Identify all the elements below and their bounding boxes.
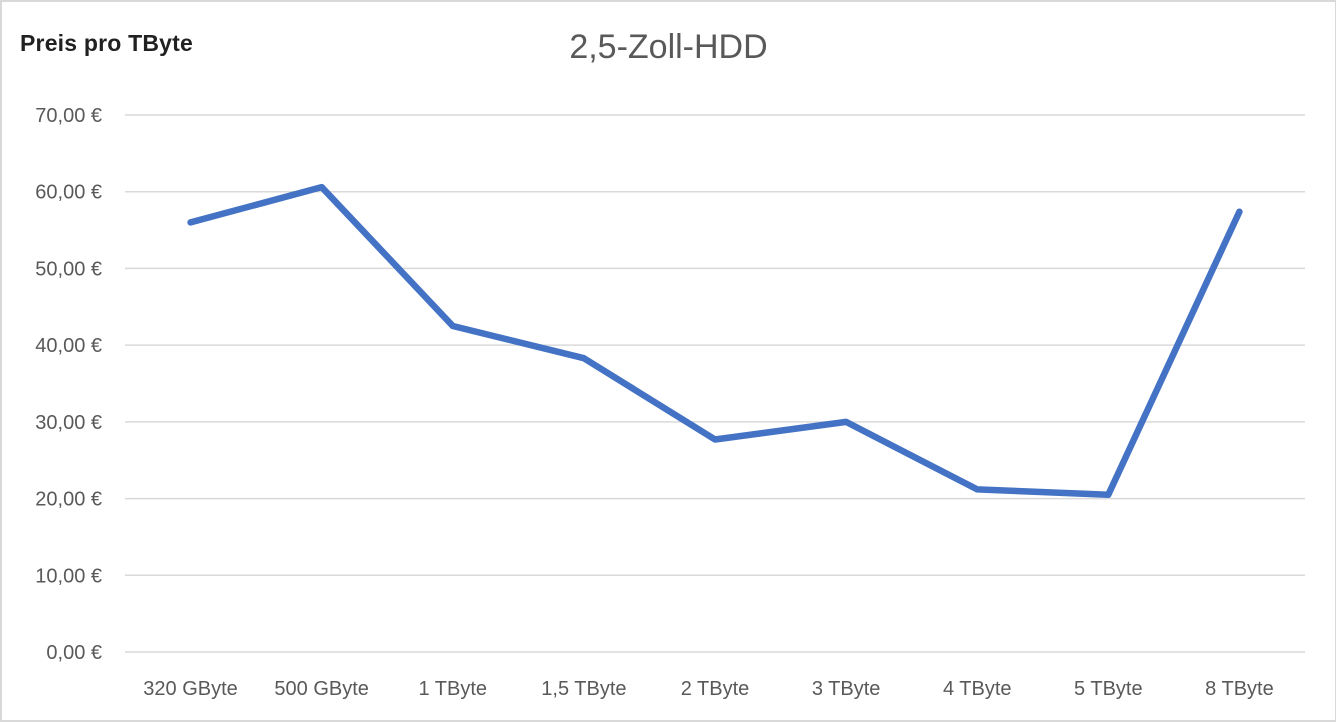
x-tick-label: 1,5 TByte (541, 678, 626, 700)
x-tick-label: 8 TByte (1205, 678, 1274, 700)
y-tick-label: 40,00 € (35, 335, 102, 357)
x-tick-label: 320 GByte (143, 678, 238, 700)
y-tick-label: 10,00 € (35, 565, 102, 587)
y-tick-label: 20,00 € (35, 489, 102, 511)
y-tick-label: 50,00 € (35, 258, 102, 280)
y-tick-label: 0,00 € (46, 642, 102, 664)
y-tick-label: 30,00 € (35, 412, 102, 434)
x-tick-label: 1 TByte (418, 678, 487, 700)
y-tick-label: 60,00 € (35, 182, 102, 204)
x-tick-label: 500 GByte (274, 678, 369, 700)
x-tick-label: 3 TByte (812, 678, 881, 700)
y-axis-title: Preis pro TByte (20, 30, 193, 56)
data-series-line (187, 183, 1243, 498)
x-tick-label: 2 TByte (681, 678, 750, 700)
x-tick-label: 4 TByte (943, 678, 1012, 700)
y-tick-label: 70,00 € (35, 105, 102, 127)
x-tick-label: 5 TByte (1074, 678, 1143, 700)
chart-title: 2,5-Zoll-HDD (569, 28, 768, 66)
